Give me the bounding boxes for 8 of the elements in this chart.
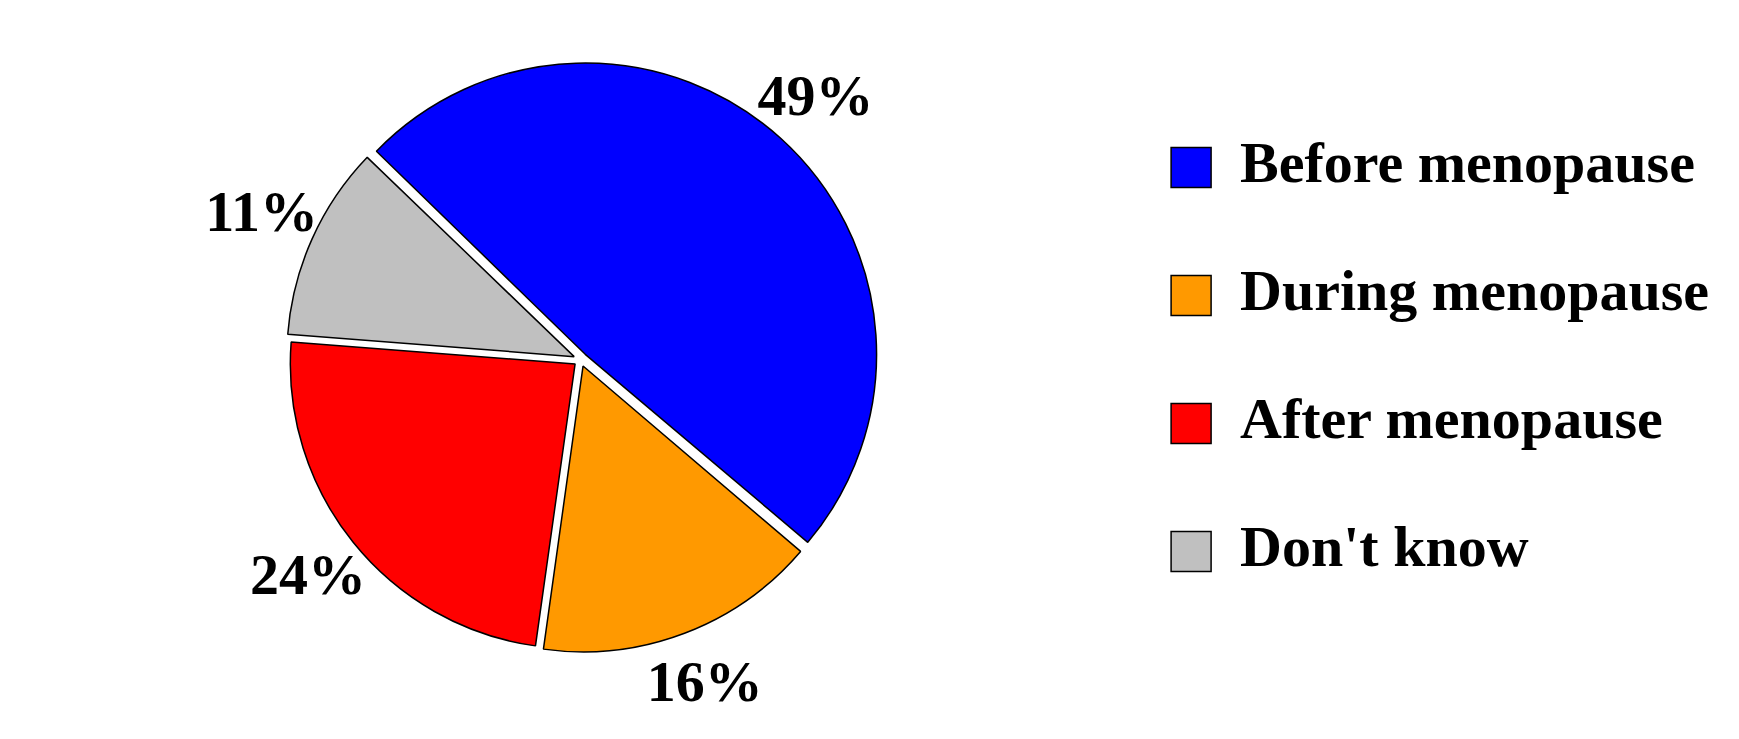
legend-label: Before menopause [1240, 130, 1695, 196]
data-label: 11% [205, 179, 318, 245]
legend-label: After menopause [1240, 386, 1663, 452]
data-label: 16% [646, 649, 763, 715]
legend-label: During menopause [1240, 258, 1710, 324]
data-label: 49% [757, 63, 874, 129]
legend-label: Don't know [1240, 514, 1529, 580]
data-label: 24% [249, 541, 366, 607]
